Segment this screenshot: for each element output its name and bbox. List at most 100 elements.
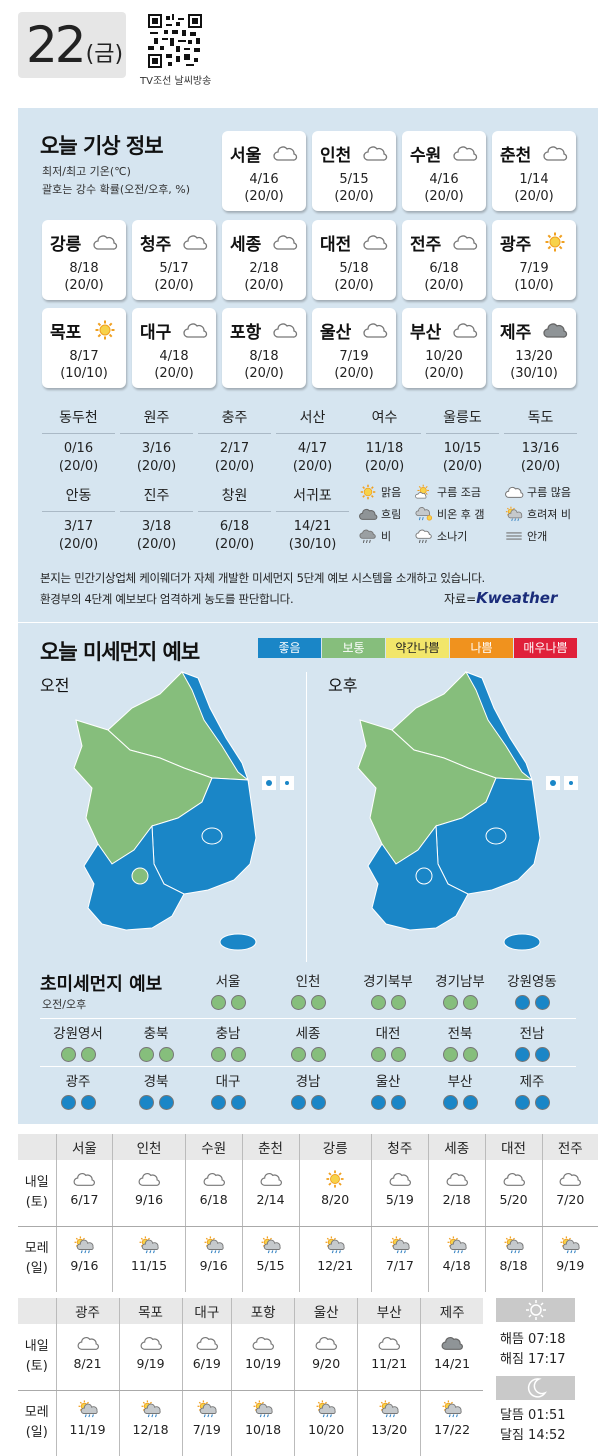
forecast-cell: 13/20 [357,1390,421,1456]
small-city: 창원 6/18 (20/0) [198,480,271,554]
source: 자료= Kweather [444,589,557,607]
map-divider [306,672,307,962]
am-level-dot [370,1095,386,1110]
cloud-icon [389,1172,411,1186]
small-city: 진주 3/18 (20/0) [120,480,193,554]
dust-scale: 좋음 보통 약간나쁨 나쁨 매우나쁨 [258,638,578,658]
forecast-city: 대구 [181,1298,232,1324]
forecast-cell: 8/21 [55,1324,120,1391]
ultra-city: 전북 [428,1024,492,1062]
forecast-temp: 2/18 [442,1191,471,1207]
cloud-icon [138,1172,161,1186]
qr-code-icon[interactable] [148,14,202,68]
city-card: 인천 5/15 (20/0) [312,131,396,211]
forecast-cell: 12/18 [118,1390,183,1456]
cloud-icon [363,323,388,338]
forecast-temp: 5/19 [385,1191,414,1207]
small-city: 안동 3/17 (20/0) [42,480,115,554]
small-city: 독도 13/16 (20/0) [504,402,577,476]
city-card: 포항 8/18 (20/0) [222,308,306,388]
sun-cloud-rain-icon [74,1236,95,1254]
cloud-icon [252,1336,275,1350]
legend-item: 흐림 [358,506,401,522]
cloud-icon [446,1172,468,1186]
city-name: 수원 [410,146,442,166]
city-card: 춘천 1/14 (20/0) [492,131,576,211]
forecast-cell: 11/21 [357,1324,421,1391]
legend-item: 구름 조금 [414,484,481,500]
sun-cloud-rain-icon [141,1400,161,1418]
legend-item: 소나기 [414,528,467,544]
ultra-city-name: 전남 [519,1026,545,1042]
disclaimer-1: 본지는 민간기상업체 케이웨더가 자체 개발한 미세먼지 5단계 예보 시스템을… [40,571,485,585]
legend-label: 흐림 [381,508,402,521]
forecast-cell: 11/19 [55,1390,120,1456]
sun-cloud-rain-icon [560,1236,580,1254]
cloud-icon [273,323,298,338]
forecast-cell: 6/18 [184,1160,243,1227]
am-level-dot [60,1047,76,1062]
forecast-day-label: 내일 (토) [18,1160,56,1227]
sunrise-time: 해뜸 07:18 [500,1332,566,1347]
forecast-day-label: 내일 (토) [18,1324,56,1391]
ultra-city: 제주 [500,1072,564,1110]
sun-cloud-rain-after-icon [415,507,433,521]
sun-icon [95,320,115,340]
moonrise-time: 달뜸 01:51 [500,1408,566,1423]
forecast-city: 수원 [184,1134,243,1160]
ultra-city-name: 울산 [375,1074,401,1090]
forecast-temp: 14/21 [434,1355,471,1371]
ultra-city-name: 경남 [295,1074,321,1090]
city-card: 강릉 8/18 (20/0) [42,220,126,300]
city-temp: 4/16 [249,172,279,187]
city-temp: 1/14 [519,172,549,187]
city-name: 전주 [410,235,442,255]
forecast-temp: 11/21 [371,1355,408,1371]
cloud-icon [183,235,208,250]
forecast-cell: 2/18 [427,1160,486,1227]
ultra-city: 강원영동 [500,972,564,1010]
city-card: 대구 4/18 (20/0) [132,308,216,388]
city-rain: (30/10) [510,366,558,381]
small-city-rain: (20/0) [442,459,483,474]
am-label: 오전 [40,676,70,695]
forecast-day-label: 모레 (일) [24,1405,49,1441]
small-city-temp: 11/18 [365,441,404,456]
forecast-temp: 11/19 [69,1422,106,1438]
pm-level-dot [390,1047,406,1062]
moon-icon [527,1378,547,1398]
pm-label: 오후 [328,676,358,695]
small-city-rain: (20/0) [58,459,99,474]
forecast-temp: 12/18 [132,1422,169,1438]
cloud-icon [260,1172,282,1186]
forecast-cell: 8/18 [484,1226,542,1292]
forecast-temp: 17/22 [434,1422,471,1438]
ultra-city: 울산 [356,1072,420,1110]
am-level-dot [514,1047,530,1062]
am-level-dot [290,1047,306,1062]
forecast-city: 춘천 [241,1134,299,1160]
today-title: 오늘 기상 정보 [40,134,164,158]
city-card: 광주 7/19 (10/0) [492,220,576,300]
city-name: 제주 [500,323,532,343]
cloud-icon [196,1336,218,1350]
small-city-rain: (20/0) [58,537,99,552]
pm-dust-map [357,671,578,951]
city-values: 6/18 (20/0) [402,260,486,294]
city-temp: 8/18 [249,349,279,364]
pm-level-dot [310,1047,326,1062]
city-temp: 8/17 [69,349,99,364]
small-city-temp: 14/21 [293,519,332,534]
forecast-city: 제주 [420,1298,483,1324]
city-card: 부산 10/20 (20/0) [402,308,486,388]
forecast-cell: 7/20 [541,1160,598,1227]
sun-icon [545,232,565,252]
cloud-icon [93,235,118,250]
am-level-dot [514,995,530,1010]
pm-level-dot [158,1047,174,1062]
city-values: 4/16 (20/0) [222,171,306,205]
forecast-cell: 9/16 [112,1160,186,1227]
city-temp: 5/18 [339,261,369,276]
city-name: 세종 [230,235,262,255]
forecast-city: 세종 [427,1134,486,1160]
